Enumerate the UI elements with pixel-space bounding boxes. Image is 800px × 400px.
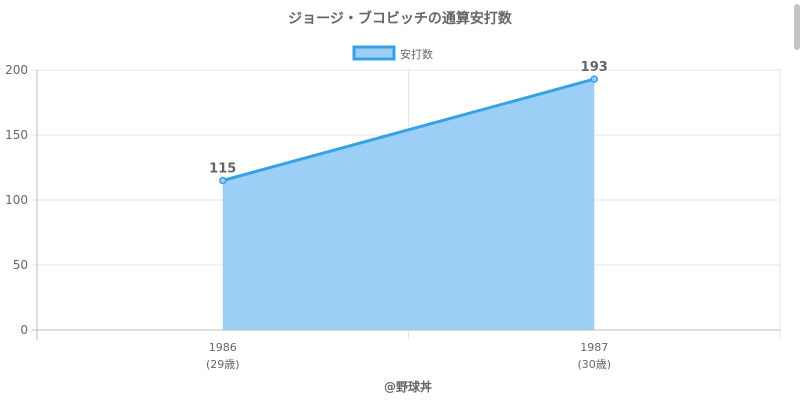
footer-credit: @野球丼 — [384, 379, 432, 394]
x-tick-sublabel: (30歳) — [577, 358, 611, 371]
x-tick-sublabel: (29歳) — [206, 358, 240, 371]
legend-label[interactable]: 安打数 — [400, 47, 433, 61]
y-tick-label: 50 — [13, 258, 28, 272]
data-point[interactable] — [590, 75, 598, 83]
scrollbar-thumb[interactable] — [794, 4, 800, 50]
x-tick-label: 1986 — [209, 341, 237, 354]
data-label: 115 — [209, 162, 236, 177]
series-area-fill — [222, 79, 595, 330]
y-tick-label: 100 — [5, 193, 28, 207]
data-point[interactable] — [219, 176, 227, 185]
legend-swatch[interactable] — [352, 45, 396, 61]
label-layer: 0 50 100 150 200 115 193 1986 (29歳) 1987 (30歳) — [5, 60, 611, 371]
chart-title: ジョージ・ブコビッチの通算安打数 — [288, 10, 513, 27]
series-area-layer — [219, 75, 598, 330]
y-tick-label: 0 — [20, 323, 28, 337]
series-line — [222, 77, 595, 182]
y-tick-label: 200 — [5, 63, 28, 77]
data-label: 193 — [581, 60, 608, 75]
y-tick-label: 150 — [5, 128, 28, 142]
x-tick-label: 1987 — [580, 341, 608, 354]
